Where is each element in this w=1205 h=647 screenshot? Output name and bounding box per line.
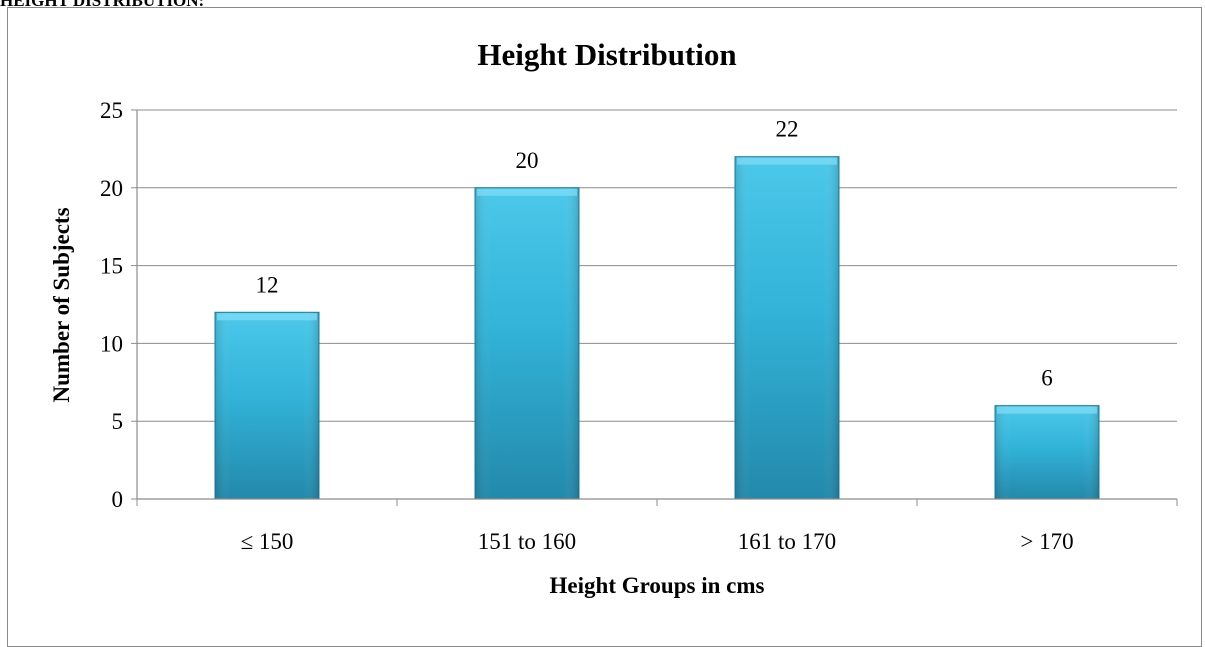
bar-cap [217,313,317,321]
data-label: 6 [1041,366,1053,391]
page-heading: HEIGHT DISTRIBUTION: [0,0,205,10]
bar-chart: Height Distribution 0 5 10 15 20 25 12 20 22 6 ≤… [49,37,1178,598]
y-tick-label: 0 [112,487,124,512]
y-tick-label: 15 [100,254,123,279]
bar-sheen [475,187,579,500]
y-tick-label: 20 [100,176,123,201]
bar-sheen [735,156,839,499]
bar-cap [997,406,1097,414]
x-axis-label: Height Groups in cms [550,573,765,598]
bar [474,187,580,500]
chart-frame [7,7,1202,647]
y-axis-label: Number of Subjects [49,207,74,402]
x-axis-ticks: ≤ 150 151 to 160 161 to 170 > 170 [136,499,1178,554]
x-tick-label: 161 to 170 [738,529,836,554]
data-label: 12 [256,272,279,297]
bar-cap [477,188,577,196]
x-tick-label: ≤ 150 [241,529,294,554]
chart-title: Height Distribution [477,37,736,72]
data-labels: 12 20 22 6 [256,117,1053,391]
bar-sheen [215,312,319,499]
data-label: 20 [516,148,539,173]
bar [734,156,840,500]
data-label: 22 [776,117,799,142]
bar [994,405,1100,500]
bar-sheen [995,405,1099,499]
x-tick-label: > 170 [1020,529,1073,554]
x-tick-label: 151 to 160 [478,529,576,554]
y-tick-label: 10 [100,331,123,356]
bar-cap [737,157,837,165]
bar [214,311,320,500]
y-tick-label: 5 [112,409,124,434]
y-axis-ticks: 0 5 10 15 20 25 [100,98,137,512]
bars [214,156,1100,500]
y-tick-label: 25 [100,98,123,123]
